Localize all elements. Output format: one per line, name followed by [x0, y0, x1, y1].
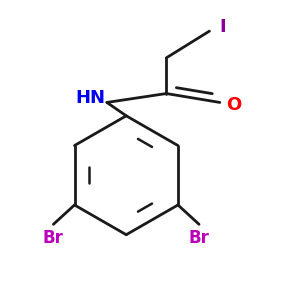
Text: I: I [220, 18, 226, 36]
Text: O: O [226, 96, 241, 114]
Text: Br: Br [43, 229, 64, 247]
Text: Br: Br [189, 229, 209, 247]
Text: HN: HN [76, 89, 106, 107]
